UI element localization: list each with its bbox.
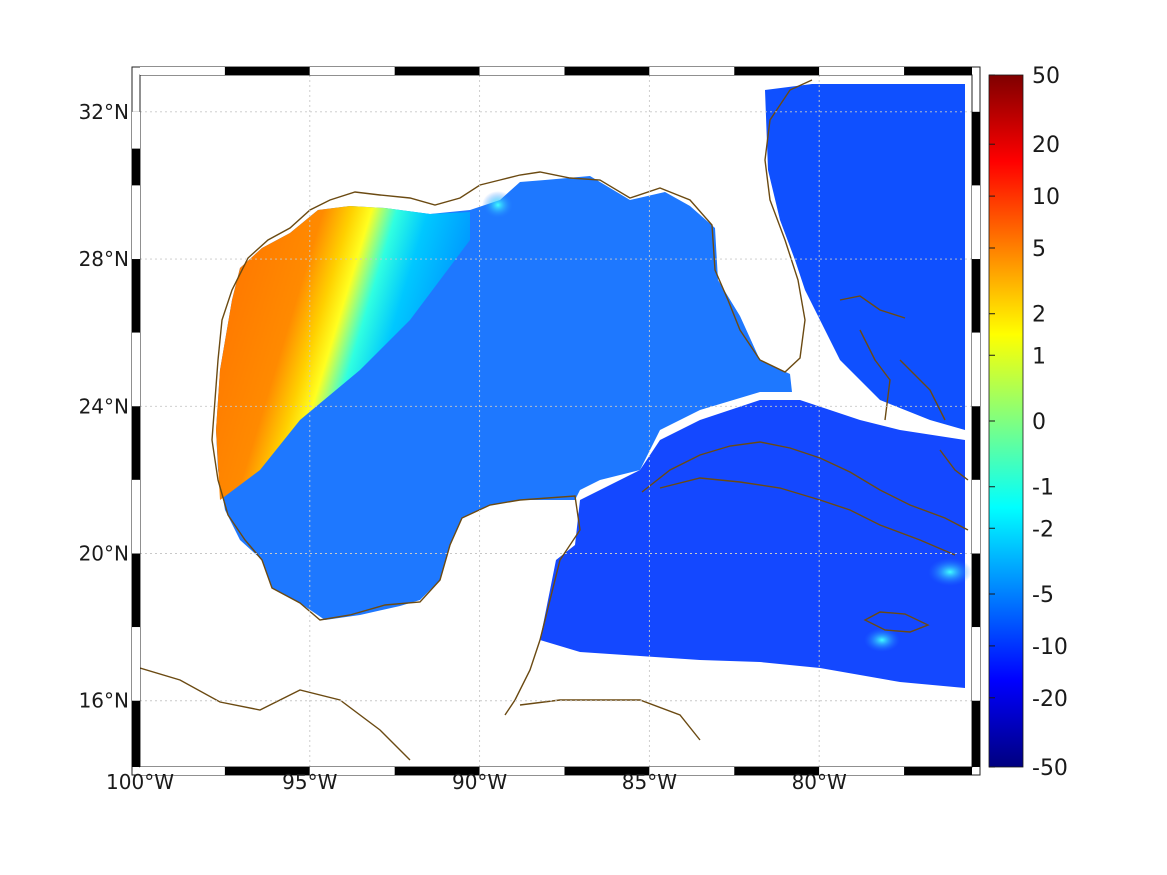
us-gulf-coast xyxy=(214,79,813,401)
colorbar-label-5: 1 xyxy=(1032,344,1046,369)
lat-label-2: 24°N xyxy=(79,394,129,418)
frame-seg-left xyxy=(132,479,140,554)
colorbar-label-9: -5 xyxy=(1032,583,1054,608)
atlantic-field xyxy=(765,84,965,430)
caribbean-field xyxy=(540,400,965,688)
hispaniola-coast xyxy=(939,449,969,481)
cuba-coast xyxy=(641,441,969,556)
frame-seg-right xyxy=(972,553,980,628)
frame-seg-bottom xyxy=(904,767,972,775)
lon-label-4: 80°W xyxy=(792,770,847,794)
colorbar-label-4: 2 xyxy=(1032,303,1046,328)
frame-seg-left xyxy=(132,185,140,260)
frame-seg-top xyxy=(734,67,820,75)
frame-seg-left xyxy=(132,553,140,628)
lat-label-4: 16°N xyxy=(79,689,129,713)
frame-seg-bottom xyxy=(564,767,650,775)
colorbar-label-10: -10 xyxy=(1032,635,1068,660)
frame-seg-bottom xyxy=(734,767,820,775)
lon-label-2: 90°W xyxy=(452,770,507,794)
frame-seg-right xyxy=(972,185,980,260)
frame-seg-top xyxy=(649,67,735,75)
coastline xyxy=(140,79,969,761)
mobile-bay-cyan-spot xyxy=(482,191,514,219)
frame-seg-right xyxy=(972,479,980,554)
frame-seg-right xyxy=(972,406,980,480)
frame-seg-top xyxy=(394,67,480,75)
lon-label-3: 85°W xyxy=(622,770,677,794)
frame-seg-right xyxy=(972,111,980,186)
frame-seg-top xyxy=(309,67,395,75)
latitude-labels: 32°N 28°N 24°N 20°N 16°N xyxy=(79,100,129,713)
frame-seg-left xyxy=(132,700,140,767)
colorbar-label-6: 0 xyxy=(1032,410,1046,435)
frame-seg-bottom xyxy=(394,767,480,775)
frame-seg-top xyxy=(819,67,905,75)
frame-seg-top xyxy=(564,67,650,75)
frame-seg-bottom xyxy=(224,767,310,775)
frame-seg-top xyxy=(904,67,972,75)
frame-seg-left xyxy=(132,332,140,407)
lat-label-0: 32°N xyxy=(79,100,129,124)
frame-seg-right xyxy=(972,627,980,701)
colorbar-label-7: -1 xyxy=(1032,476,1054,501)
frame-seg-bottom xyxy=(479,767,565,775)
honduras-coast xyxy=(519,699,701,741)
frame-seg-left xyxy=(132,406,140,480)
frame-seg-left xyxy=(132,259,140,333)
frame-seg-top xyxy=(140,67,225,75)
cuba-cyan-spot xyxy=(928,558,972,586)
frame-seg-right xyxy=(972,332,980,407)
colorbar-label-0: 50 xyxy=(1032,64,1060,89)
lat-label-1: 28°N xyxy=(79,247,129,271)
bahamas-coast xyxy=(839,295,946,421)
colorbar-label-12: -50 xyxy=(1032,756,1068,781)
mexico-gulf-coast xyxy=(211,399,581,716)
frame-seg-right xyxy=(972,700,980,767)
colorbar-label-11: -20 xyxy=(1032,687,1068,712)
frame-seg-bottom xyxy=(140,767,225,775)
map-frame xyxy=(131,66,981,776)
central-america-coast xyxy=(140,667,411,761)
colorbar-label-2: 10 xyxy=(1032,185,1060,210)
longitude-labels: 100°W 95°W 90°W 85°W 80°W xyxy=(106,770,847,794)
lat-label-3: 20°N xyxy=(79,542,129,566)
frame-seg-bottom xyxy=(309,767,395,775)
frame-seg-top-left xyxy=(132,111,140,149)
frame-seg-right xyxy=(972,259,980,333)
jamaica-cyan-spot xyxy=(864,628,900,652)
lon-label-0: 100°W xyxy=(106,770,174,794)
frame-seg-bottom xyxy=(819,767,905,775)
colorbar-label-1: 20 xyxy=(1032,133,1060,158)
frame-seg-bottom xyxy=(649,767,735,775)
jamaica-coast xyxy=(863,611,930,633)
western-gulf-warm-field xyxy=(216,206,470,500)
colorbar-label-8: -2 xyxy=(1032,517,1054,542)
colorbar-label-3: 5 xyxy=(1032,237,1046,262)
frame-seg-top xyxy=(479,67,565,75)
frame-seg-top xyxy=(224,67,310,75)
sea-surface-field xyxy=(216,84,972,688)
frame-seg-left xyxy=(132,627,140,701)
lon-label-1: 95°W xyxy=(282,770,337,794)
